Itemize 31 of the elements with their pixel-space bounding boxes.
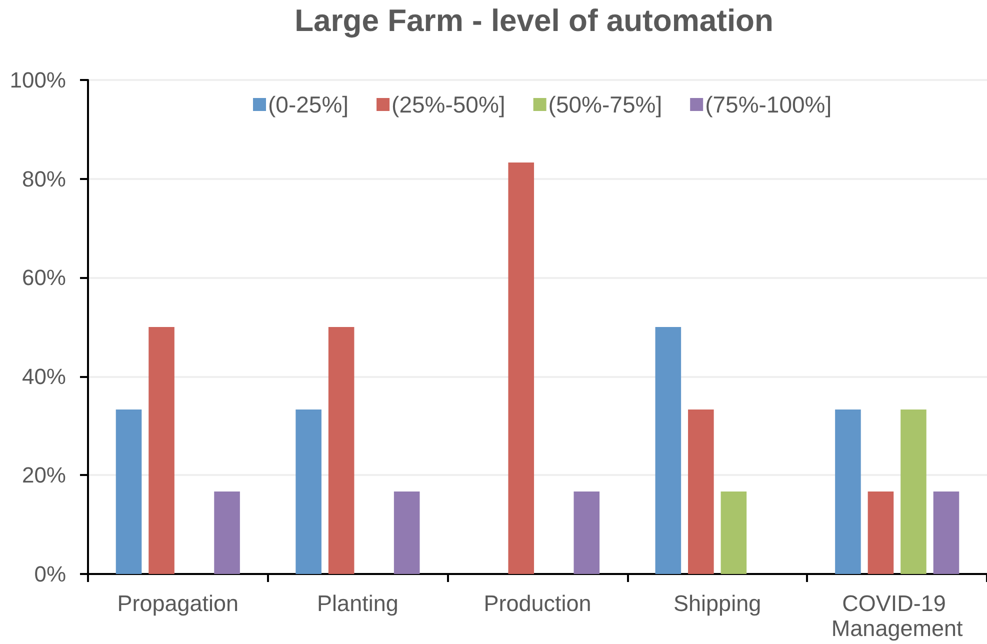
bar	[508, 162, 534, 574]
chart-title: Large Farm - level of automation	[294, 3, 774, 38]
bar	[688, 410, 714, 574]
y-tick-label: 0%	[34, 562, 66, 586]
bar	[933, 492, 960, 574]
x-tick-label: Shipping	[674, 591, 762, 616]
y-tick-label: 100%	[10, 68, 66, 92]
x-tick-label: Planting	[317, 591, 398, 616]
bar	[655, 327, 682, 574]
y-tick-label: 60%	[22, 265, 66, 290]
bar	[835, 410, 861, 574]
bar	[296, 410, 322, 574]
legend-label: (75%-100%]	[705, 92, 832, 118]
bar	[394, 492, 420, 574]
y-tick-label: 80%	[22, 166, 66, 192]
bar	[328, 327, 354, 574]
legend-label: (25%-50%]	[392, 92, 506, 118]
y-tick-label: 20%	[22, 462, 66, 488]
bar	[720, 492, 747, 574]
x-tick-label: Production	[484, 591, 592, 616]
bar	[868, 492, 894, 574]
bar	[900, 410, 926, 574]
bar	[214, 492, 240, 574]
x-tick-label: COVID-19 Management	[831, 591, 964, 641]
bar	[116, 410, 142, 574]
bar	[574, 492, 600, 574]
x-tick-label: Propagation	[117, 591, 239, 616]
legend-label: (0-25%]	[268, 92, 349, 118]
bar	[148, 327, 174, 574]
legend-label: (50%-75%]	[548, 92, 662, 118]
y-tick-label: 40%	[22, 364, 66, 389]
